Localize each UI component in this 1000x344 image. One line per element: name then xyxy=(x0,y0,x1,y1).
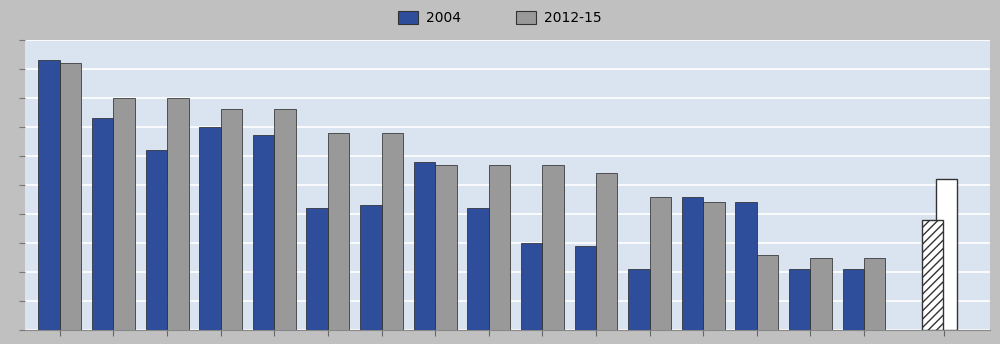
Bar xyxy=(521,243,542,330)
Bar xyxy=(757,255,778,330)
Bar xyxy=(92,118,113,330)
Bar xyxy=(60,63,81,330)
Bar xyxy=(113,98,135,330)
Bar xyxy=(221,109,242,330)
Bar xyxy=(810,258,832,330)
Bar xyxy=(467,208,489,330)
Bar xyxy=(596,173,617,330)
Bar xyxy=(864,258,885,330)
Bar xyxy=(542,164,564,330)
Bar xyxy=(489,164,510,330)
Bar xyxy=(414,162,435,330)
Bar xyxy=(703,202,725,330)
Bar xyxy=(936,179,957,330)
Bar xyxy=(435,164,457,330)
Bar xyxy=(253,136,274,330)
Bar xyxy=(789,269,810,330)
Bar xyxy=(199,127,221,330)
Bar xyxy=(922,220,943,330)
Bar xyxy=(682,196,703,330)
Bar xyxy=(843,269,864,330)
Bar xyxy=(328,132,349,330)
Bar xyxy=(735,202,757,330)
Bar xyxy=(575,246,596,330)
Bar xyxy=(167,98,189,330)
Bar xyxy=(274,109,296,330)
Bar xyxy=(650,196,671,330)
Bar xyxy=(360,205,382,330)
Bar xyxy=(146,150,167,330)
Bar xyxy=(628,269,650,330)
Legend: 2004, 2012-15: 2004, 2012-15 xyxy=(398,11,602,25)
Bar xyxy=(38,60,60,330)
Bar xyxy=(382,132,403,330)
Bar xyxy=(306,208,328,330)
